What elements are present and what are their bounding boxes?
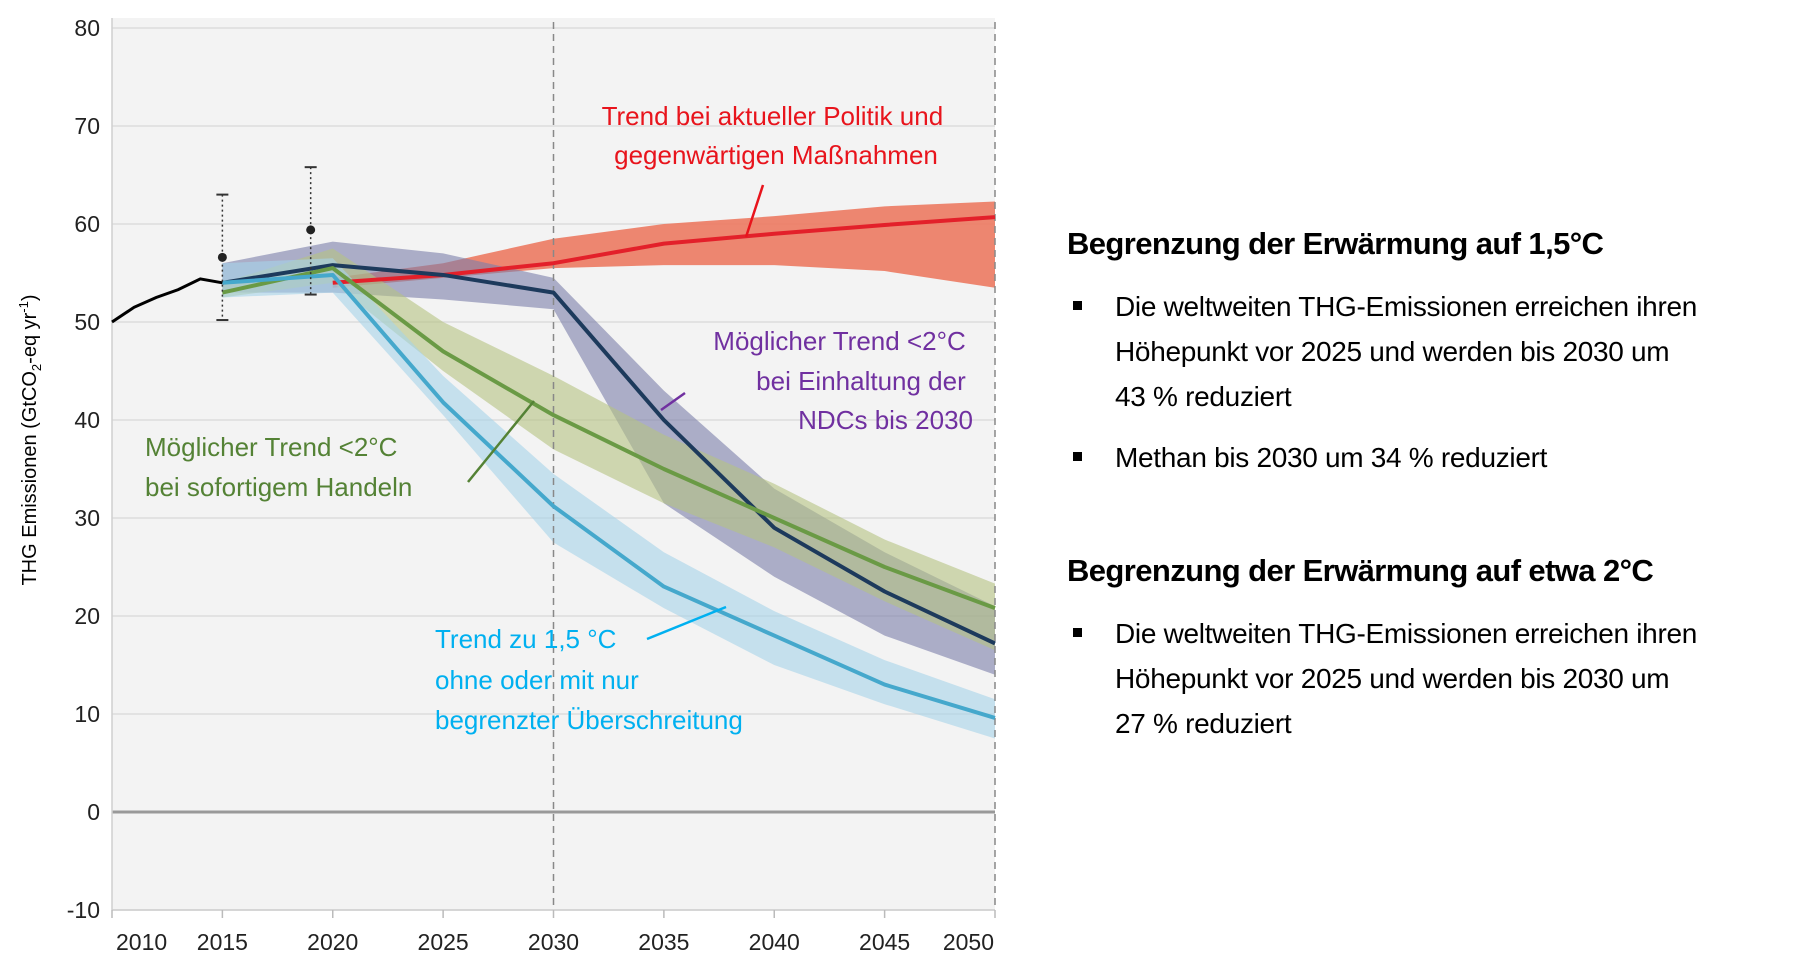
annotation-1-5c: Trend zu 1,5 °C ohne oder mit nur begren… bbox=[435, 624, 743, 735]
error-bars bbox=[216, 166, 317, 322]
x-tick-label: 2035 bbox=[638, 929, 689, 955]
line-1-5c bbox=[222, 272, 996, 720]
pointer-immediate-2c bbox=[467, 400, 535, 483]
x-tick-label: 2025 bbox=[418, 929, 469, 955]
y-tick-label: 20 bbox=[74, 603, 100, 629]
y-tick-label: 50 bbox=[74, 309, 100, 335]
bullet-item: Die weltweiten THG-Emissionen erreichen … bbox=[1067, 284, 1705, 419]
section-heading: Begrenzung der Erwärmung auf etwa 2°C bbox=[1067, 553, 1654, 588]
x-tick-label: 2020 bbox=[307, 929, 358, 955]
band-immediate-2c bbox=[222, 248, 995, 651]
pointer-ndc-2c bbox=[660, 391, 686, 412]
series-lines bbox=[111, 215, 996, 720]
bullet-item: Methan bis 2030 um 34 % reduziert bbox=[1067, 435, 1705, 480]
annotation-immediate-2c: Möglicher Trend <2°C bei sofortigem Hand… bbox=[145, 432, 412, 502]
bullet-item: Die weltweiten THG-Emissionen erreichen … bbox=[1067, 611, 1705, 746]
line-historical bbox=[111, 277, 223, 324]
y-axis-label: THG Emissionen (GtCO2-eq yr-1) bbox=[16, 294, 44, 585]
dashed-year-lines bbox=[552, 22, 996, 910]
pointer-current-policy bbox=[744, 184, 765, 238]
annotation-pointers bbox=[467, 184, 765, 641]
y-tick-label: -10 bbox=[67, 897, 100, 923]
x-tick-label: 2030 bbox=[528, 929, 579, 955]
annotation-current-policy: Trend bei aktueller Politik und gegenwär… bbox=[602, 101, 951, 170]
error-point bbox=[217, 252, 227, 262]
band-1-5c bbox=[222, 258, 995, 739]
section-heading: Begrenzung der Erwärmung auf 1,5°C bbox=[1067, 226, 1604, 261]
x-tick-label: 2040 bbox=[749, 929, 800, 955]
x-tick-label: 2015 bbox=[197, 929, 248, 955]
x-tick-label: 2050 bbox=[943, 929, 994, 955]
error-point bbox=[306, 225, 316, 235]
annotation-ndc-2c: Möglicher Trend <2°C bei Einhaltung der … bbox=[713, 326, 973, 435]
x-tick-label: 2045 bbox=[859, 929, 910, 955]
y-tick-label: 80 bbox=[74, 15, 100, 41]
pointer-1-5c bbox=[646, 605, 727, 641]
y-tick-label: 10 bbox=[74, 701, 100, 727]
section-1-5c: Begrenzung der Erwärmung auf 1,5°C Die w… bbox=[1067, 226, 1705, 480]
line-ndc-2c bbox=[222, 263, 996, 646]
section-2c: Begrenzung der Erwärmung auf etwa 2°C Di… bbox=[1067, 553, 1705, 746]
y-tick-label: 30 bbox=[74, 505, 100, 531]
x-tick-label: 2010 bbox=[116, 929, 167, 955]
y-tick-label: 0 bbox=[87, 799, 100, 825]
line-immediate-2c bbox=[221, 266, 996, 611]
y-tick-label: 40 bbox=[74, 407, 100, 433]
y-tick-label: 60 bbox=[74, 211, 100, 237]
y-tick-label: 70 bbox=[74, 113, 100, 139]
band-ndc-2c bbox=[222, 241, 995, 675]
